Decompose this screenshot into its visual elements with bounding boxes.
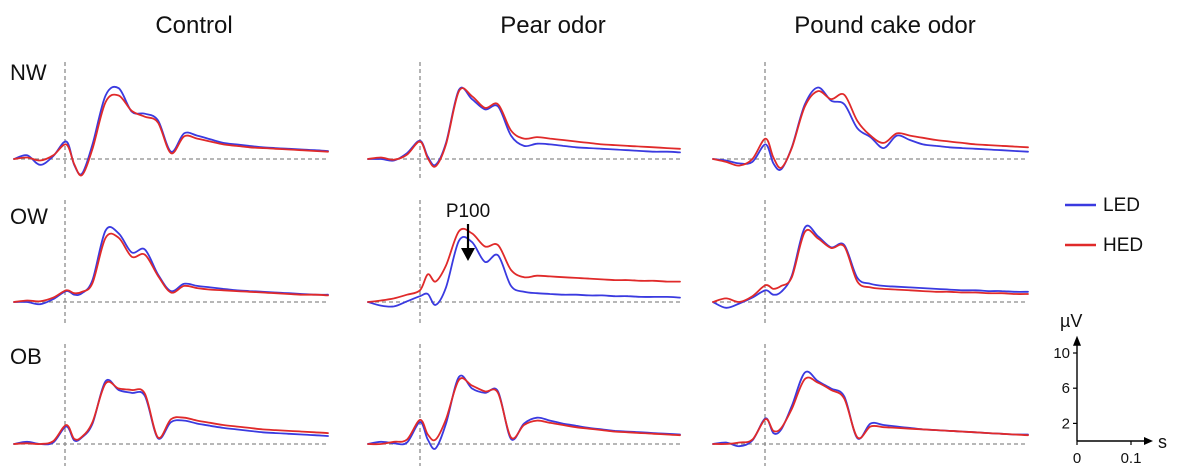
trace-hed bbox=[367, 227, 681, 303]
panel-ow-control bbox=[13, 200, 329, 324]
trace-led bbox=[712, 86, 1029, 171]
row-label-ow: OW bbox=[10, 204, 48, 229]
scale-bar: µV s 10 6 2 0 0.1 bbox=[1053, 311, 1167, 467]
scale-y-tick-label: 6 bbox=[1062, 380, 1070, 397]
trace-hed bbox=[712, 90, 1029, 169]
panel-nw-poundcake bbox=[712, 62, 1029, 181]
trace-hed bbox=[367, 377, 681, 446]
panel-ow-poundcake bbox=[712, 200, 1029, 324]
legend: LED HED bbox=[1065, 195, 1143, 256]
row-label-ob: OB bbox=[10, 344, 42, 369]
panels-group bbox=[13, 62, 1029, 466]
trace-hed bbox=[13, 380, 329, 445]
p100-annotation: P100 bbox=[446, 201, 490, 261]
trace-led bbox=[367, 374, 681, 450]
column-title-control: Control bbox=[155, 12, 232, 39]
scale-y-tick-label: 10 bbox=[1053, 345, 1070, 362]
trace-hed bbox=[13, 93, 329, 177]
scale-x-unit: s bbox=[1158, 432, 1167, 452]
scale-x-tick-label: 0 bbox=[1073, 450, 1081, 467]
column-title-pear-odor: Pear odor bbox=[500, 12, 605, 39]
panel-nw-control bbox=[13, 62, 329, 181]
p100-label: P100 bbox=[446, 201, 490, 222]
trace-led bbox=[13, 378, 329, 446]
legend-label-led: LED bbox=[1103, 195, 1140, 216]
panel-ob-control bbox=[13, 344, 329, 466]
trace-hed bbox=[712, 376, 1029, 445]
column-title-pound-cake-odor: Pound cake odor bbox=[794, 12, 975, 39]
scale-y-tick-label: 2 bbox=[1062, 415, 1070, 432]
scale-x-tick-label: 0.1 bbox=[1121, 450, 1142, 467]
trace-hed bbox=[367, 87, 681, 168]
panel-ob-pear bbox=[367, 344, 681, 466]
panel-ob-poundcake bbox=[712, 344, 1029, 466]
trace-led bbox=[712, 370, 1029, 448]
panel-nw-pear bbox=[367, 62, 681, 181]
trace-hed bbox=[13, 232, 329, 303]
scale-y-arrow bbox=[1073, 335, 1081, 346]
row-label-nw: NW bbox=[10, 60, 47, 85]
scale-y-unit: µV bbox=[1060, 311, 1082, 331]
trace-led bbox=[13, 85, 329, 176]
trace-led bbox=[367, 235, 681, 308]
trace-led bbox=[367, 86, 681, 167]
panel-ow-pear bbox=[367, 200, 681, 324]
legend-label-hed: HED bbox=[1103, 235, 1143, 256]
scale-x-arrow bbox=[1144, 437, 1153, 445]
trace-led bbox=[712, 224, 1029, 309]
p100-arrow-head bbox=[461, 248, 475, 261]
trace-hed bbox=[712, 228, 1029, 303]
